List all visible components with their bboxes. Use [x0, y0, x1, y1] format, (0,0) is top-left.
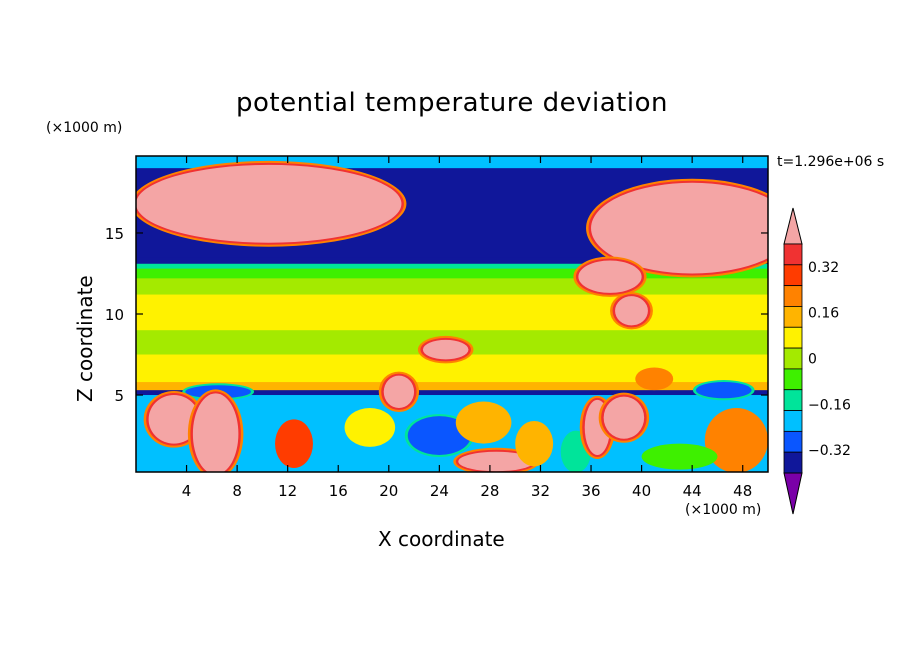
y-tick-label: 15 [105, 225, 124, 243]
feature [344, 407, 396, 447]
y-axis-label: Z coordinate [73, 275, 97, 402]
band [136, 314, 768, 331]
colorbar-bin [783, 430, 803, 453]
colorbar-bin [783, 306, 803, 328]
x-tick-label: 24 [430, 482, 449, 500]
x-tick-label: 32 [531, 482, 550, 500]
feature [192, 393, 239, 472]
x-tick-label: 28 [480, 482, 499, 500]
x-tick-label: 36 [581, 482, 600, 500]
feature [515, 420, 554, 467]
band [136, 294, 768, 315]
colorbar-bin [783, 389, 803, 411]
colorbar-tick-label: 0.32 [808, 260, 839, 276]
feature [591, 182, 768, 274]
chart-title: potential temperature deviation [236, 88, 668, 118]
feature [136, 164, 402, 243]
colorbar-bin [783, 326, 803, 349]
x-axis-label: X coordinate [378, 527, 505, 551]
x-tick-label: 16 [329, 482, 348, 500]
time-label: t=1.296e+06 s [777, 154, 885, 170]
band [136, 263, 768, 270]
colorbar-bin [783, 347, 803, 370]
band [136, 278, 768, 296]
colorbar-bin [783, 410, 803, 432]
colorbar-bin [783, 243, 803, 266]
x-axis-unit: (×1000 m) [685, 502, 762, 518]
y-tick-label: 10 [105, 306, 124, 324]
band [136, 382, 768, 391]
feature [704, 407, 768, 472]
band [136, 268, 768, 279]
colorbar-bin [783, 451, 803, 474]
x-tick-label: 44 [683, 482, 702, 500]
x-axis-ticks: 4 8 12 16 20 24 28 32 36 40 44 48 [182, 156, 752, 500]
feature [603, 396, 645, 439]
x-tick-label: 20 [379, 482, 398, 500]
colorbar-tick-label: 0 [808, 352, 817, 368]
colorbar: 0.32 0.16 0 −0.16 −0.32 [783, 207, 851, 515]
feature [578, 260, 642, 293]
contour-field [136, 156, 768, 472]
colorbar-tick-label: −0.32 [808, 443, 851, 459]
colorbar-tick-label: 0.16 [808, 306, 839, 322]
feature [275, 419, 313, 468]
x-tick-label: 48 [733, 482, 752, 500]
x-tick-label: 4 [182, 482, 192, 500]
x-tick-label: 12 [278, 482, 297, 500]
feature [455, 401, 512, 444]
x-tick-label: 8 [232, 482, 242, 500]
feature [407, 416, 471, 455]
colorbar-extend-top [783, 207, 803, 245]
y-tick-label: 5 [114, 387, 124, 405]
x-tick-label: 40 [632, 482, 651, 500]
feature [615, 296, 648, 326]
colorbar-bin [783, 264, 803, 287]
band [136, 257, 768, 265]
feature [383, 375, 415, 408]
feature [695, 382, 752, 399]
feature [641, 443, 718, 470]
band [136, 390, 768, 396]
y-axis-ticks: 5 10 15 [105, 225, 768, 405]
colorbar-tick-label: −0.16 [808, 397, 851, 413]
colorbar-bin [783, 368, 803, 391]
feature [148, 395, 200, 444]
y-axis-unit: (×1000 m) [46, 120, 123, 136]
feature [458, 451, 535, 472]
colorbar-extend-bottom [783, 472, 803, 515]
feature [635, 367, 674, 391]
colorbar-bin [783, 285, 803, 307]
feature [422, 339, 469, 360]
